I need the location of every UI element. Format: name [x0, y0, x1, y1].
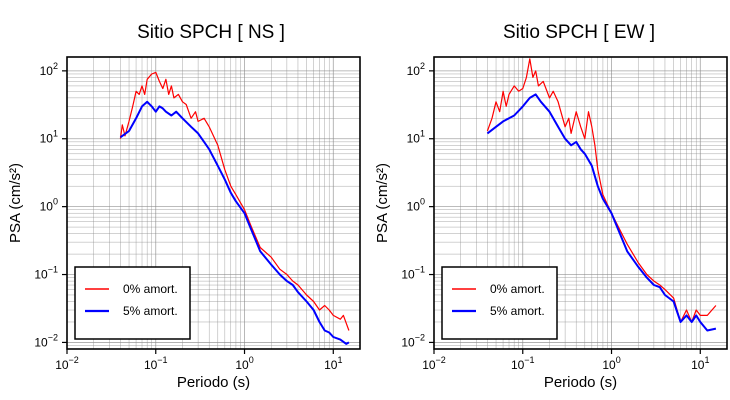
legend-box [441, 266, 558, 340]
x-tick-label: 101 [691, 355, 709, 372]
legend-label-undamped: 0% amort. [490, 282, 545, 296]
y-tick-label: 10−2 [401, 332, 425, 349]
y-axis-label: PSA (cm/s²) [374, 163, 391, 243]
y-tick-label: 10−1 [401, 265, 425, 282]
chart-panel-ew: Sitio SPCH [ EW ] 10−2 10−1 100 101 10−2 10−1… [374, 22, 728, 391]
plot-frame [433, 56, 728, 350]
grid [434, 57, 727, 349]
plot-frame [66, 56, 361, 350]
x-tick-label: 10−2 [55, 355, 79, 372]
legend-box [74, 266, 191, 340]
legend: 0% amort. 5% amort. [441, 266, 558, 340]
y-tick-label: 10−1 [34, 265, 58, 282]
y-tick-label: 102 [40, 61, 58, 78]
series-group [119, 71, 350, 345]
series-line-undamped [119, 71, 350, 331]
legend-label-damped: 5% amort. [123, 304, 178, 318]
series-line-undamped [486, 58, 717, 323]
legend-label-undamped: 0% amort. [123, 282, 178, 296]
y-tick-label: 101 [407, 129, 425, 146]
y-tick-label: 10−2 [34, 332, 58, 349]
x-tick-label: 100 [235, 355, 253, 372]
x-tick-label: 101 [324, 355, 342, 372]
x-tick-label: 10−1 [511, 355, 535, 372]
legend-label-damped: 5% amort. [490, 304, 545, 318]
x-tick-label: 100 [602, 355, 620, 372]
series-line-damped [119, 100, 350, 345]
chart-panel-ns: Sitio SPCH [ NS ] 10−2 10−1 100 101 10−2 10−1… [7, 22, 361, 391]
x-axis-label: Periodo (s) [177, 374, 250, 391]
y-tick-label: 102 [407, 61, 425, 78]
y-axis-label: PSA (cm/s²) [7, 163, 24, 243]
chart-title: Sitio SPCH [ NS ] [137, 22, 285, 43]
y-tick-label: 101 [40, 129, 58, 146]
y-tick-label: 100 [40, 197, 58, 214]
series-line-damped [486, 93, 717, 332]
x-axis-label: Periodo (s) [544, 374, 617, 391]
legend: 0% amort. 5% amort. [74, 266, 191, 340]
x-tick-label: 10−2 [422, 355, 446, 372]
chart-title: Sitio SPCH [ EW ] [503, 22, 655, 43]
series-group [486, 58, 717, 332]
x-tick-label: 10−1 [144, 355, 168, 372]
y-tick-label: 100 [407, 197, 425, 214]
